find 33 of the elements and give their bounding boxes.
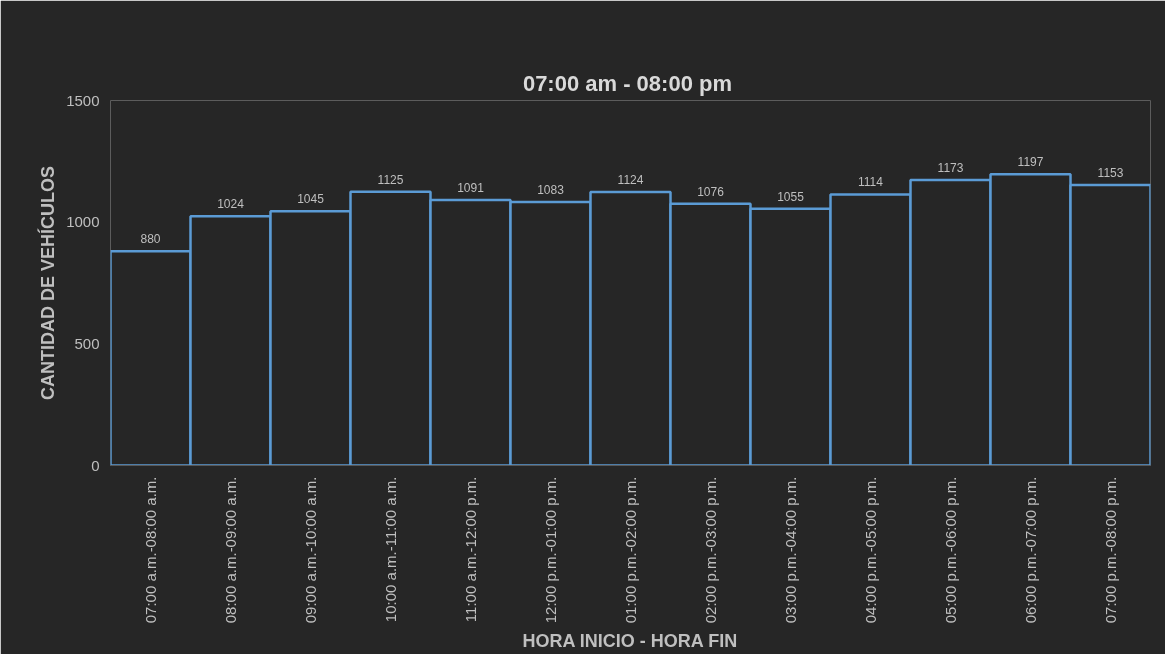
- x-tick-label: 01:00 p.m.-02:00 p.m.: [622, 476, 639, 624]
- x-axis-title: HORA INICIO - HORA FIN: [522, 631, 738, 652]
- chart-title: 07:00 am - 08:00 pm: [522, 70, 732, 96]
- y-tick-label: 0: [91, 456, 100, 474]
- y-tick-label: 500: [74, 334, 100, 352]
- y-tick-label: 1500: [66, 91, 100, 109]
- x-tick-label: 09:00 a.m.-10:00 a.m.: [302, 476, 319, 624]
- x-tick-label: 04:00 p.m.-05:00 p.m.: [862, 476, 879, 624]
- data-label: 1091: [457, 181, 485, 196]
- data-label: 1125: [377, 172, 404, 187]
- x-tick-label: 07:00 a.m.-08:00 a.m.: [142, 476, 159, 624]
- data-label: 1124: [617, 172, 644, 187]
- x-tick-label: 07:00 p.m.-08:00 p.m.: [1102, 476, 1119, 624]
- x-tick-label: 12:00 p.m.-01:00 p.m.: [542, 476, 559, 624]
- x-tick-label: 03:00 p.m.-04:00 p.m.: [782, 476, 799, 624]
- data-label: 1024: [217, 197, 245, 212]
- x-tick-label: 10:00 a.m.-11:00 a.m.: [382, 476, 399, 623]
- data-label: 1197: [1017, 155, 1044, 170]
- data-label: 1055: [777, 189, 805, 204]
- data-label: 880: [140, 232, 161, 247]
- data-label: 1076: [697, 184, 725, 199]
- x-tick-label: 08:00 a.m.-09:00 a.m.: [222, 476, 239, 624]
- y-tick-label: 1000: [66, 213, 100, 231]
- y-axis-title: CANTIDAD DE VEHÍCULOS: [37, 165, 59, 400]
- x-tick-label: 05:00 p.m.-06:00 p.m.: [942, 476, 959, 624]
- x-tick-label: 11:00 a.m.-12:00 p.m.: [462, 476, 479, 623]
- data-label: 1045: [297, 192, 325, 207]
- data-label: 1173: [937, 161, 964, 176]
- data-label: 1114: [858, 175, 884, 190]
- x-tick-label: 02:00 p.m.-03:00 p.m.: [702, 476, 719, 624]
- data-label: 1083: [537, 182, 565, 197]
- data-label: 1153: [1097, 165, 1124, 180]
- x-tick-label: 06:00 p.m.-07:00 p.m.: [1022, 476, 1039, 624]
